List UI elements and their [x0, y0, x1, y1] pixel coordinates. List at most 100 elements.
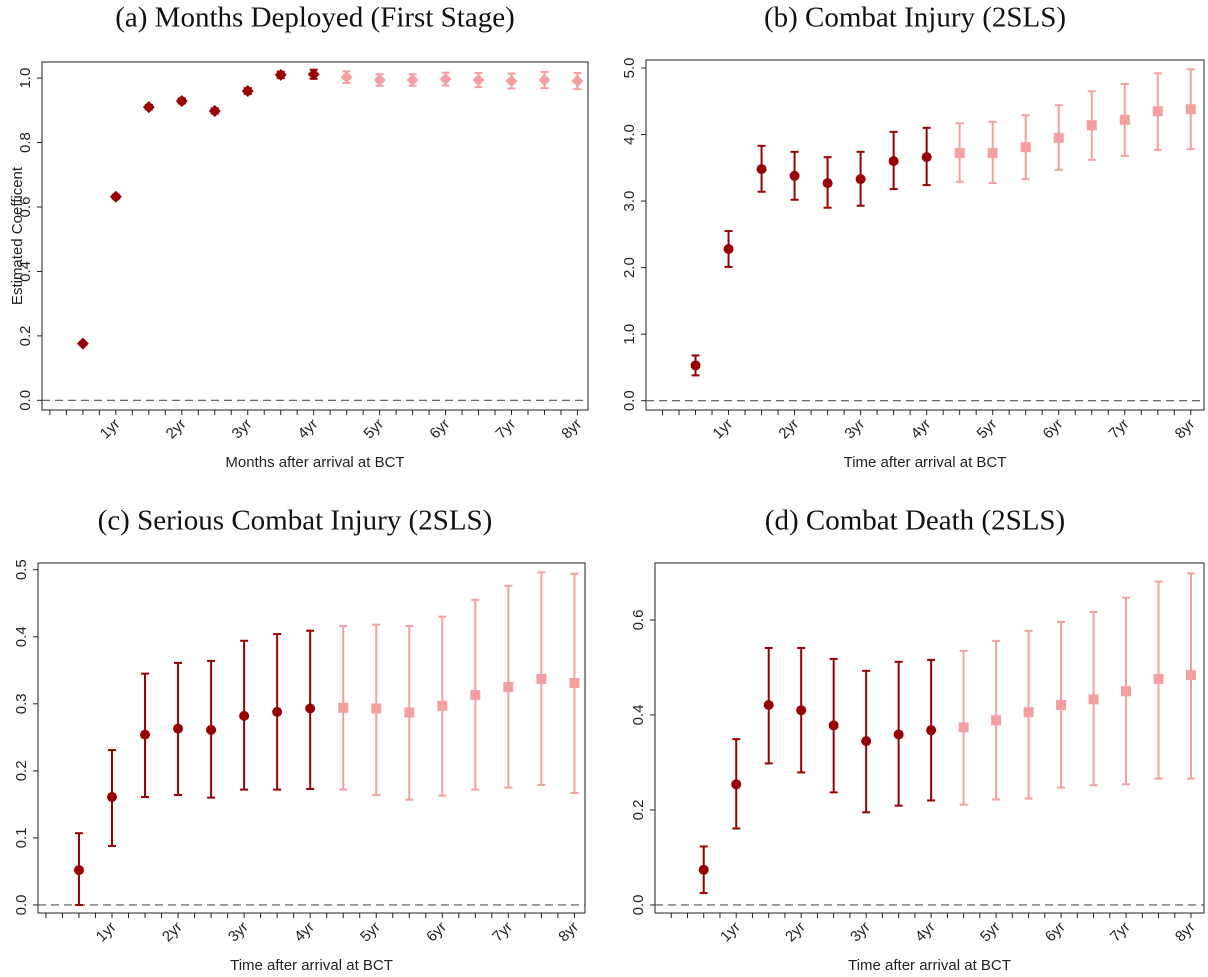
marker	[175, 94, 188, 107]
x-tick-label: 4yr	[291, 919, 318, 946]
x-tick-label: 7yr	[489, 919, 516, 946]
y-tick-label: 0.4	[13, 626, 30, 647]
x-tick-label: 2yr	[775, 416, 802, 443]
marker	[822, 178, 833, 189]
marker	[140, 729, 151, 740]
marker	[208, 104, 221, 117]
marker	[76, 337, 89, 350]
marker	[991, 715, 1002, 726]
marker	[340, 71, 353, 84]
x-tick-label: 8yr	[1172, 416, 1199, 443]
marker	[338, 702, 349, 713]
x-axis-label: Months after arrival at BCT	[225, 454, 404, 471]
x-tick-label: 4yr	[908, 416, 935, 443]
y-tick-label: 0.2	[630, 800, 647, 821]
chart-title: (c) Serious Combat Injury (2SLS)	[98, 505, 493, 537]
y-tick-label: 3.0	[621, 191, 638, 212]
marker	[142, 101, 155, 114]
x-tick-label: 7yr	[1107, 919, 1134, 946]
x-tick-label: 2yr	[159, 919, 186, 946]
marker	[1053, 132, 1064, 143]
marker	[371, 703, 382, 714]
x-tick-label: 3yr	[229, 416, 256, 443]
marker	[1152, 106, 1163, 117]
y-tick-label: 0.1	[13, 827, 30, 848]
marker	[373, 74, 386, 87]
y-tick-label: 1.0	[621, 324, 638, 345]
y-tick-label: 0.0	[13, 895, 30, 916]
x-tick-label: 6yr	[426, 416, 453, 443]
chart-title: (b) Combat Injury (2SLS)	[764, 2, 1066, 34]
marker	[109, 190, 122, 203]
plot-frame	[41, 61, 589, 411]
x-tick-label: 7yr	[1106, 416, 1133, 443]
marker	[690, 360, 701, 371]
x-tick-label: 6yr	[1042, 919, 1069, 946]
marker	[305, 703, 316, 714]
marker	[723, 243, 734, 254]
marker	[404, 707, 415, 718]
x-tick-label: 5yr	[360, 416, 387, 443]
plot-frame	[645, 59, 1205, 411]
marker	[1056, 699, 1067, 710]
marker	[888, 156, 899, 167]
marker	[1086, 120, 1097, 131]
x-tick-label: 1yr	[93, 919, 120, 946]
x-tick-label: 6yr	[423, 919, 450, 946]
marker	[796, 705, 807, 716]
marker	[1088, 694, 1099, 705]
marker	[272, 706, 283, 717]
panel: (b) Combat Injury (2SLS) 0.0 1.0 2.0 3.0 4.0 5…	[621, 2, 1205, 471]
marker	[698, 864, 709, 875]
marker	[173, 723, 184, 734]
marker	[503, 682, 514, 693]
x-tick-label: 3yr	[225, 919, 252, 946]
x-tick-label: 8yr	[558, 416, 585, 443]
plot-frame	[37, 562, 586, 914]
x-tick-label: 3yr	[841, 416, 868, 443]
marker	[789, 170, 800, 181]
y-axis-label: Estimated Coefficent	[9, 166, 26, 305]
marker	[536, 673, 547, 684]
marker	[926, 725, 937, 736]
x-axis-label: Time after arrival at BCT	[844, 454, 1007, 471]
x-tick-label: 1yr	[97, 416, 124, 443]
x-axis-label: Time after arrival at BCT	[848, 957, 1011, 974]
marker	[307, 68, 320, 81]
x-tick-label: 2yr	[782, 919, 809, 946]
y-tick-label: 0.2	[13, 760, 30, 781]
marker	[470, 690, 481, 701]
y-tick-label: 0.0	[630, 894, 647, 915]
marker	[861, 736, 872, 747]
x-tick-label: 5yr	[977, 919, 1004, 946]
marker	[987, 148, 998, 159]
marker	[1023, 707, 1034, 718]
marker	[893, 729, 904, 740]
y-tick-label: 1.0	[17, 68, 34, 89]
marker	[274, 68, 287, 81]
marker	[1186, 670, 1197, 681]
x-tick-label: 5yr	[357, 919, 384, 946]
x-tick-label: 7yr	[492, 416, 519, 443]
marker	[206, 724, 217, 735]
y-tick-label: 4.0	[621, 124, 638, 145]
marker	[73, 865, 84, 876]
y-tick-label: 0.8	[17, 132, 34, 153]
x-tick-label: 1yr	[709, 416, 736, 443]
y-tick-label: 0.4	[17, 261, 34, 282]
marker	[538, 74, 551, 87]
y-tick-label: 0.0	[621, 390, 638, 411]
y-tick-label: 0.0	[17, 390, 34, 411]
y-tick-label: 2.0	[621, 257, 638, 278]
marker	[1121, 686, 1132, 697]
marker	[1185, 104, 1196, 115]
marker	[241, 85, 254, 97]
plot-frame	[654, 562, 1205, 914]
marker	[763, 699, 774, 710]
x-axis-label: Time after arrival at BCT	[230, 957, 393, 974]
y-tick-label: 0.6	[630, 610, 647, 631]
x-tick-label: 2yr	[163, 416, 190, 443]
marker	[505, 75, 518, 88]
x-tick-label: 4yr	[295, 416, 322, 443]
panel: (a) Months Deployed (First Stage) 0.0 0.2 0…	[9, 2, 589, 471]
